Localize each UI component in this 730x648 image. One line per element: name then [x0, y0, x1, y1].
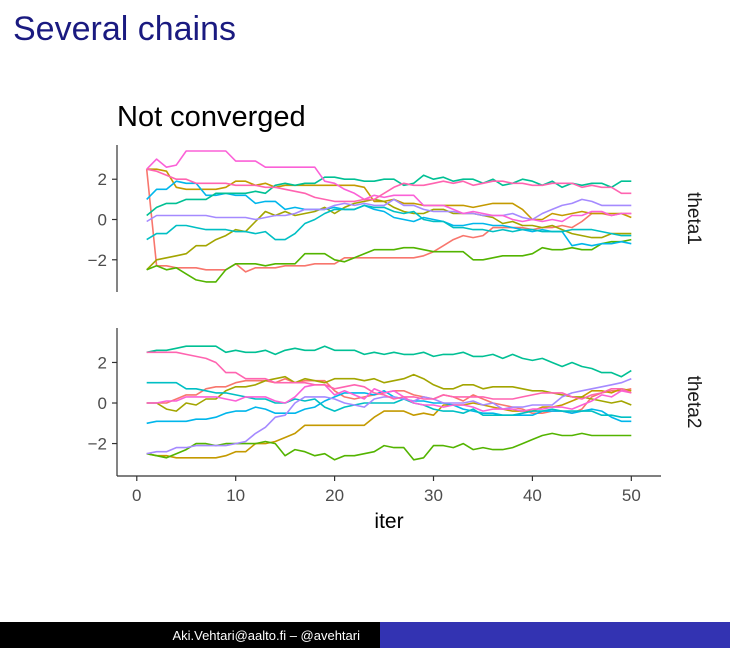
chain-line-4: [146, 432, 632, 461]
chain-line-9: [146, 150, 632, 223]
y-tick-label: 2: [98, 170, 107, 189]
panel-theta2: −2 0 2 theta2: [88, 328, 704, 476]
x-tick-label: 30: [424, 486, 443, 505]
chain-line-9: [146, 383, 632, 412]
facet-label-theta1: theta1: [683, 192, 704, 245]
y-tick-label: −2: [88, 251, 107, 270]
chain-line-6: [146, 174, 632, 217]
x-tick-label: 20: [325, 486, 344, 505]
footer: Aki.Vehtari@aalto.fi – @avehtari: [0, 622, 730, 648]
chain-line-7: [146, 381, 632, 419]
chain-line-10: [146, 168, 632, 203]
y-tick-label: −2: [88, 435, 107, 454]
chain-line-6: [146, 345, 632, 378]
footer-bar: [380, 622, 730, 648]
chain-line-4: [146, 238, 632, 283]
x-tick-label: 40: [523, 486, 542, 505]
trace-plot: Not converged −2 0 2 theta1 −2 0 2 theta2 0 10 20…: [88, 101, 704, 533]
slide-title: Several chains: [13, 10, 237, 48]
footer-author: Aki.Vehtari@aalto.fi – @avehtari: [0, 622, 380, 648]
y-tick-label: 0: [98, 394, 107, 413]
chain-line-8: [146, 198, 632, 223]
x-tick-label: 50: [622, 486, 641, 505]
chain-line-2: [146, 168, 632, 221]
chain-line-10: [146, 351, 632, 400]
chain-line-5: [146, 389, 632, 425]
facet-label-theta2: theta2: [683, 376, 704, 429]
panel-theta1: −2 0 2 theta1: [88, 145, 704, 292]
chain-line-7: [146, 204, 632, 241]
x-axis: 0 10 20 30 40 50: [117, 475, 661, 505]
chart-title: Not converged: [117, 101, 306, 133]
y-tick-label: 0: [98, 211, 107, 230]
x-axis-title: iter: [374, 510, 403, 533]
chain-line-3: [146, 198, 632, 271]
y-tick-label: 2: [98, 353, 107, 372]
panels: −2 0 2 theta1 −2 0 2 theta2: [88, 145, 704, 476]
x-tick-label: 10: [226, 486, 245, 505]
x-tick-label: 0: [132, 486, 141, 505]
